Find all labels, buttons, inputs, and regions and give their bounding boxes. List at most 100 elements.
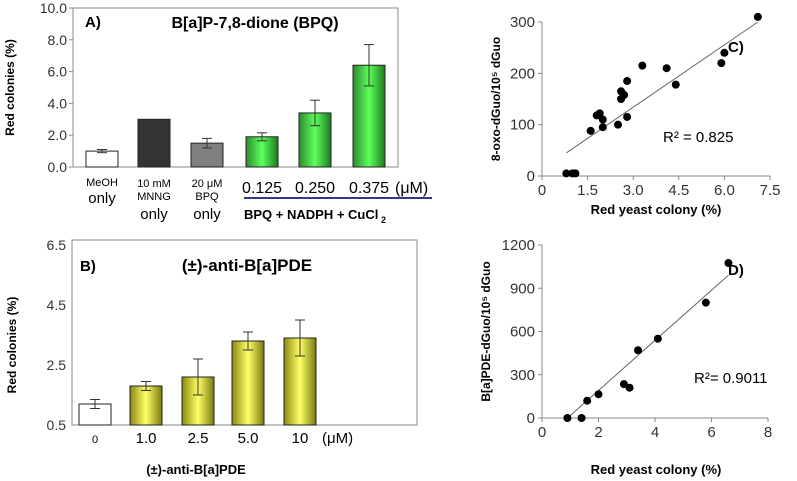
data-point — [724, 259, 733, 268]
data-point — [614, 120, 622, 129]
panel-label: D) — [728, 262, 744, 279]
plot-frame — [72, 7, 399, 168]
y-tick-label: 900 — [510, 280, 535, 297]
data-point — [671, 80, 680, 89]
x-category-label: only — [140, 206, 168, 223]
x-axis-label: Red yeast colony (%) — [591, 462, 722, 477]
panel-label: A) — [85, 14, 101, 31]
y-tick-label: 0.5 — [47, 417, 67, 433]
y-tick-label: 0.0 — [48, 159, 68, 175]
r-squared-annotation: R² = 0.825 — [663, 129, 733, 146]
chart-title: B[a]P-7,8-dione (BPQ) — [171, 15, 338, 32]
y-tick-label: 10.0 — [40, 0, 67, 16]
x-tick-label: 4 — [651, 424, 659, 441]
panel-b-chart: 0.5 2.5 4.5 6.5 Red colonies (%) B) (±)-anti-B… — [5, 237, 418, 477]
y-tick-label: 2.0 — [48, 127, 68, 143]
x-category-label: 20 μM — [192, 178, 223, 190]
y-tick-label: 2.5 — [47, 357, 67, 373]
x-tick-label: 2 — [594, 424, 602, 441]
x-tick-label: 8 — [764, 424, 772, 441]
data-point — [638, 61, 647, 70]
r-squared-annotation: R²= 0.9011 — [694, 370, 768, 387]
bar — [129, 385, 163, 426]
bar — [137, 118, 171, 168]
x-tick-label: 6.0 — [714, 182, 735, 199]
y-tick-label: 0 — [527, 410, 535, 427]
data-point — [563, 414, 572, 422]
data-point — [586, 126, 595, 135]
data-point — [634, 346, 643, 355]
y-tick-label: 1200 — [502, 237, 535, 254]
unit-label: (μM) — [322, 430, 353, 447]
y-tick-label: 8.0 — [48, 32, 68, 48]
x-category-label: only — [193, 206, 221, 223]
data-point — [595, 109, 604, 118]
y-tick-label: 4.5 — [47, 297, 67, 313]
trendline — [566, 21, 759, 154]
panel-label: C) — [728, 39, 744, 56]
y-tick-label: 100 — [510, 117, 535, 134]
y-tick-label: 4.0 — [48, 95, 68, 111]
y-tick-label: 600 — [510, 324, 535, 341]
y-axis-label: Red colonies (%) — [3, 39, 17, 136]
bar — [85, 150, 119, 168]
x-category-label: 0.125 — [242, 180, 282, 197]
x-category-label: only — [88, 190, 116, 207]
x-category-label: MNNG — [137, 191, 171, 203]
data-point — [620, 90, 629, 99]
x-tick-label: 1.5 — [577, 182, 598, 199]
y-tick-label: 6.0 — [48, 64, 68, 80]
x-category-label: 10 — [292, 430, 309, 447]
chart-title: (±)-anti-B[a]PDE — [182, 256, 312, 275]
panel-a-chart: 0.0 2.0 4.0 6.0 8.0 10.0 Red colonies (%) A) B[a… — [3, 0, 432, 225]
y-tick-label: 200 — [510, 65, 535, 82]
bar — [231, 340, 265, 426]
x-tick-label: 6 — [707, 424, 715, 441]
x-category-label: 2.5 — [188, 430, 209, 447]
x-tick-label: 0 — [538, 424, 546, 441]
unit-label: (μM) — [395, 180, 428, 197]
x-category-label: 5.0 — [238, 430, 259, 447]
data-point — [653, 334, 662, 343]
x-category-label: BPQ — [195, 191, 219, 203]
data-point — [623, 77, 632, 86]
data-point — [583, 396, 592, 405]
y-axis-label: B[a]PDE-dGuo/10⁵ dGuo — [479, 261, 493, 401]
panel-d-chart: 0 2 4 6 8 0 300 600 900 1200 D) R²= 0.9011 Red yeast… — [479, 237, 772, 477]
panel-label: B) — [80, 258, 96, 275]
y-axis-label: Red colonies (%) — [5, 297, 19, 394]
x-category-label: 0.250 — [295, 180, 335, 197]
trendline — [567, 274, 729, 419]
bar — [245, 136, 279, 168]
x-category-label: 0.375 — [349, 180, 389, 197]
data-point — [571, 169, 580, 178]
data-point — [662, 64, 671, 73]
x-tick-label: 3.0 — [623, 182, 644, 199]
x-tick-label: 0 — [538, 182, 546, 199]
x-tick-label: 4.5 — [668, 182, 689, 199]
x-axis-label: Red yeast colony (%) — [591, 202, 722, 217]
data-point — [594, 390, 603, 399]
x-category-label: MeOH — [86, 177, 118, 189]
data-point — [701, 298, 710, 307]
data-point — [717, 59, 726, 68]
data-point — [562, 169, 571, 178]
y-tick-label: 0 — [527, 168, 535, 185]
x-category-label: 10 mM — [137, 178, 171, 190]
x-category-label: 0 — [92, 434, 98, 446]
y-axis-label: 8-oxo-dGuo/10⁵ dGuo — [489, 37, 503, 161]
x-category-label: 1.0 — [136, 430, 157, 447]
data-point — [598, 123, 607, 132]
data-point — [753, 12, 762, 21]
data-point — [598, 115, 607, 124]
x-axis-label: (±)-anti-B[a]PDE — [146, 462, 246, 477]
data-point — [577, 414, 586, 422]
y-tick-label: 6.5 — [47, 237, 67, 253]
group-label-subscript: 2 — [381, 215, 386, 225]
y-tick-label: 300 — [510, 14, 535, 31]
data-point — [625, 383, 634, 392]
panel-c-chart: 0 1.5 3.0 4.5 6.0 7.5 0 100 200 300 C) R² = 0.825 Re… — [489, 12, 780, 217]
data-point — [720, 48, 729, 57]
y-tick-label: 300 — [510, 367, 535, 384]
